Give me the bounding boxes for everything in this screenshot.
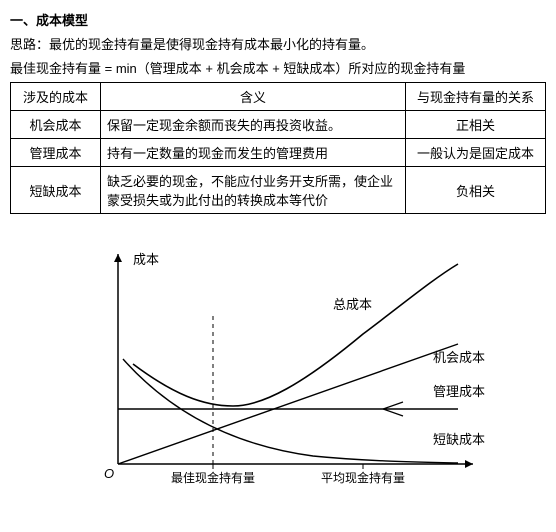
cell-cost: 短缺成本 bbox=[11, 167, 101, 214]
chart-svg: 成本 O 最佳现金持有量 平均现金持有量 短缺成本 管理成本 机会成本 总成本 bbox=[63, 234, 493, 504]
svg-text:管理成本: 管理成本 bbox=[433, 384, 485, 399]
cell-cost: 管理成本 bbox=[11, 139, 101, 167]
cell-relation: 负相关 bbox=[406, 167, 546, 214]
cell-meaning: 持有一定数量的现金而发生的管理费用 bbox=[101, 139, 406, 167]
svg-text:平均现金持有量: 平均现金持有量 bbox=[321, 470, 405, 485]
th-cost: 涉及的成本 bbox=[11, 83, 101, 111]
table-row: 机会成本 保留一定现金余额而丧失的再投资收益。 正相关 bbox=[11, 111, 546, 139]
cost-chart: 成本 O 最佳现金持有量 平均现金持有量 短缺成本 管理成本 机会成本 总成本 bbox=[10, 234, 546, 507]
cell-cost: 机会成本 bbox=[11, 111, 101, 139]
intro-line-2: 最佳现金持有量 = min（管理成本 + 机会成本 + 短缺成本）所对应的现金持… bbox=[10, 59, 546, 79]
svg-text:最佳现金持有量: 最佳现金持有量 bbox=[171, 470, 255, 485]
intro-line-1: 思路：最优的现金持有量是使得现金持有成本最小化的持有量。 bbox=[10, 35, 546, 55]
table-row: 短缺成本 缺乏必要的现金，不能应付业务开支所需，使企业蒙受损失或为此付出的转换成… bbox=[11, 167, 546, 214]
svg-text:成本: 成本 bbox=[133, 252, 159, 267]
cell-relation: 一般认为是固定成本 bbox=[406, 139, 546, 167]
th-meaning: 含义 bbox=[101, 83, 406, 111]
section-title: 一、成本模型 bbox=[10, 10, 546, 29]
svg-text:O: O bbox=[104, 466, 114, 481]
table-header-row: 涉及的成本 含义 与现金持有量的关系 bbox=[11, 83, 546, 111]
table-row: 管理成本 持有一定数量的现金而发生的管理费用 一般认为是固定成本 bbox=[11, 139, 546, 167]
cost-table: 涉及的成本 含义 与现金持有量的关系 机会成本 保留一定现金余额而丧失的再投资收… bbox=[10, 82, 546, 214]
cell-meaning: 保留一定现金余额而丧失的再投资收益。 bbox=[101, 111, 406, 139]
cell-meaning: 缺乏必要的现金，不能应付业务开支所需，使企业蒙受损失或为此付出的转换成本等代价 bbox=[101, 167, 406, 214]
svg-text:短缺成本: 短缺成本 bbox=[433, 432, 485, 447]
svg-text:机会成本: 机会成本 bbox=[433, 350, 485, 365]
cell-relation: 正相关 bbox=[406, 111, 546, 139]
svg-text:总成本: 总成本 bbox=[333, 297, 372, 312]
th-relation: 与现金持有量的关系 bbox=[406, 83, 546, 111]
